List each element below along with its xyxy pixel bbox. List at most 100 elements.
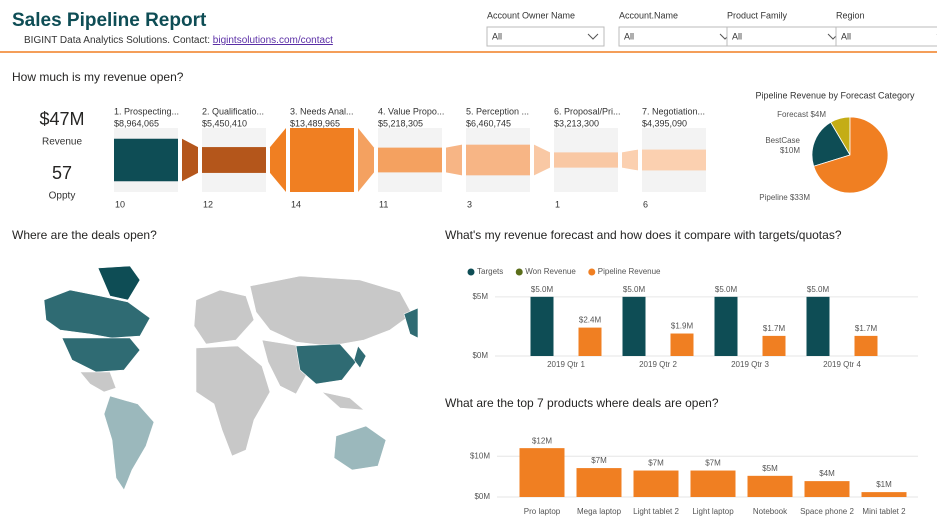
funnel-connector — [622, 149, 638, 171]
stage-value: $8,964,065 — [114, 118, 159, 128]
legend-label: Pipeline Revenue — [598, 267, 661, 276]
contact-link[interactable]: bigintsolutions.com/contact — [213, 35, 333, 46]
bar — [804, 481, 850, 497]
kpi-value: $47M — [39, 109, 84, 129]
filter-label: Product Family — [727, 10, 788, 20]
filter-dropdown[interactable]: All — [486, 26, 605, 47]
australia — [333, 425, 387, 471]
funnel-bar — [466, 144, 530, 176]
stage-label: 4. Value Propo... — [378, 106, 444, 116]
pie-title: Pipeline Revenue by Forecast Category — [755, 90, 915, 100]
data-label: $7M — [648, 459, 664, 468]
section-title: What are the top 7 products where deals … — [445, 396, 719, 410]
x-tick-label: 2019 Qtr 4 — [823, 360, 861, 369]
bar — [576, 468, 622, 497]
dropdown-box — [726, 26, 845, 47]
report-title: Sales Pipeline Report — [12, 10, 207, 31]
pie-label: Forecast $4M — [777, 110, 826, 119]
x-tick-label: Mini tablet 2 — [862, 507, 906, 516]
kpi-value: 57 — [52, 163, 72, 183]
east-edge — [403, 307, 419, 339]
dropdown-box — [486, 26, 605, 47]
stage-label: 1. Prospecting... — [114, 106, 179, 116]
data-label: $5M — [762, 464, 778, 473]
stage-count: 6 — [643, 199, 648, 209]
bar — [633, 470, 679, 497]
legend-swatch — [467, 268, 475, 276]
section-title: How much is my revenue open? — [12, 70, 184, 84]
stage-label: 5. Perception ... — [466, 106, 529, 116]
subtitle-text: BIGINT Data Analytics Solutions. Contact… — [24, 35, 210, 46]
world-map — [43, 265, 419, 491]
dropdown-value: All — [492, 31, 502, 41]
canada — [43, 289, 151, 339]
category-name: Pipeline — [759, 193, 788, 202]
pie-label: Pipeline $33M — [759, 193, 810, 202]
funnel-bar — [114, 138, 178, 182]
funnel-connector — [446, 144, 462, 176]
legend-label: Targets — [477, 267, 503, 276]
stage-count: 3 — [467, 199, 472, 209]
japan — [353, 345, 367, 369]
filter-dropdown[interactable]: All — [726, 26, 845, 47]
stage-label: 3. Needs Anal... — [290, 106, 354, 116]
funnel-bar — [642, 149, 706, 171]
y-tick-label: $5M — [472, 292, 488, 301]
x-tick-label: Light laptop — [692, 507, 734, 516]
y-tick-label: $10M — [470, 451, 490, 460]
stage-label: 2. Qualificatio... — [202, 106, 264, 116]
funnel-bar — [290, 128, 354, 192]
pie-slice — [813, 116, 889, 194]
bar — [747, 475, 793, 497]
slice-value: $33M — [790, 193, 810, 202]
funnel-bar — [378, 147, 442, 173]
bar — [670, 333, 694, 356]
stage-value: $3,213,300 — [554, 118, 599, 128]
africa — [195, 345, 271, 457]
stage-value: $4,395,090 — [642, 118, 687, 128]
southeast-asia — [320, 391, 365, 411]
x-tick-label: Pro laptop — [524, 507, 561, 516]
data-label: $7M — [591, 456, 607, 465]
y-tick-label: $0M — [472, 351, 488, 360]
filter-dropdown[interactable]: All — [618, 26, 737, 47]
slice-value: $4M — [810, 110, 826, 119]
legend-swatch — [588, 268, 596, 276]
filter-dropdown[interactable]: All — [835, 26, 937, 47]
usa — [61, 337, 141, 373]
x-tick-label: Notebook — [753, 507, 788, 516]
category-name: BestCase — [765, 136, 800, 145]
funnel-connector — [182, 138, 198, 182]
central-america — [79, 371, 117, 393]
data-label: $1.9M — [671, 322, 694, 331]
dropdown-value: All — [841, 31, 851, 41]
bar — [762, 335, 786, 356]
data-label: $7M — [705, 459, 721, 468]
russia — [249, 275, 413, 347]
section-title: What's my revenue forecast and how does … — [445, 228, 842, 242]
x-tick-label: 2019 Qtr 3 — [731, 360, 769, 369]
legend-swatch — [515, 268, 523, 276]
bar — [690, 470, 736, 497]
filter-label: Account Owner Name — [487, 10, 575, 20]
category-name: Forecast — [777, 110, 809, 119]
data-label: $1.7M — [763, 324, 786, 333]
x-tick-label: Mega laptop — [577, 507, 622, 516]
bar — [854, 335, 878, 356]
stage-value: $6,460,745 — [466, 118, 511, 128]
stage-value: $5,218,305 — [378, 118, 423, 128]
funnel-connector — [534, 144, 550, 176]
stage-label: 6. Proposal/Pri... — [554, 106, 621, 116]
pie-slice — [811, 121, 851, 167]
filter-label: Account.Name — [619, 10, 678, 20]
europe — [193, 289, 255, 345]
kpi-label: Revenue — [42, 137, 82, 148]
data-label: $1M — [876, 480, 892, 489]
bar — [714, 296, 738, 356]
china — [295, 343, 357, 385]
pie-label: BestCase $10M — [765, 136, 800, 155]
stage-label: 7. Negotiation... — [642, 106, 705, 116]
stage-value: $5,450,410 — [202, 118, 247, 128]
dropdown-box — [835, 26, 937, 47]
